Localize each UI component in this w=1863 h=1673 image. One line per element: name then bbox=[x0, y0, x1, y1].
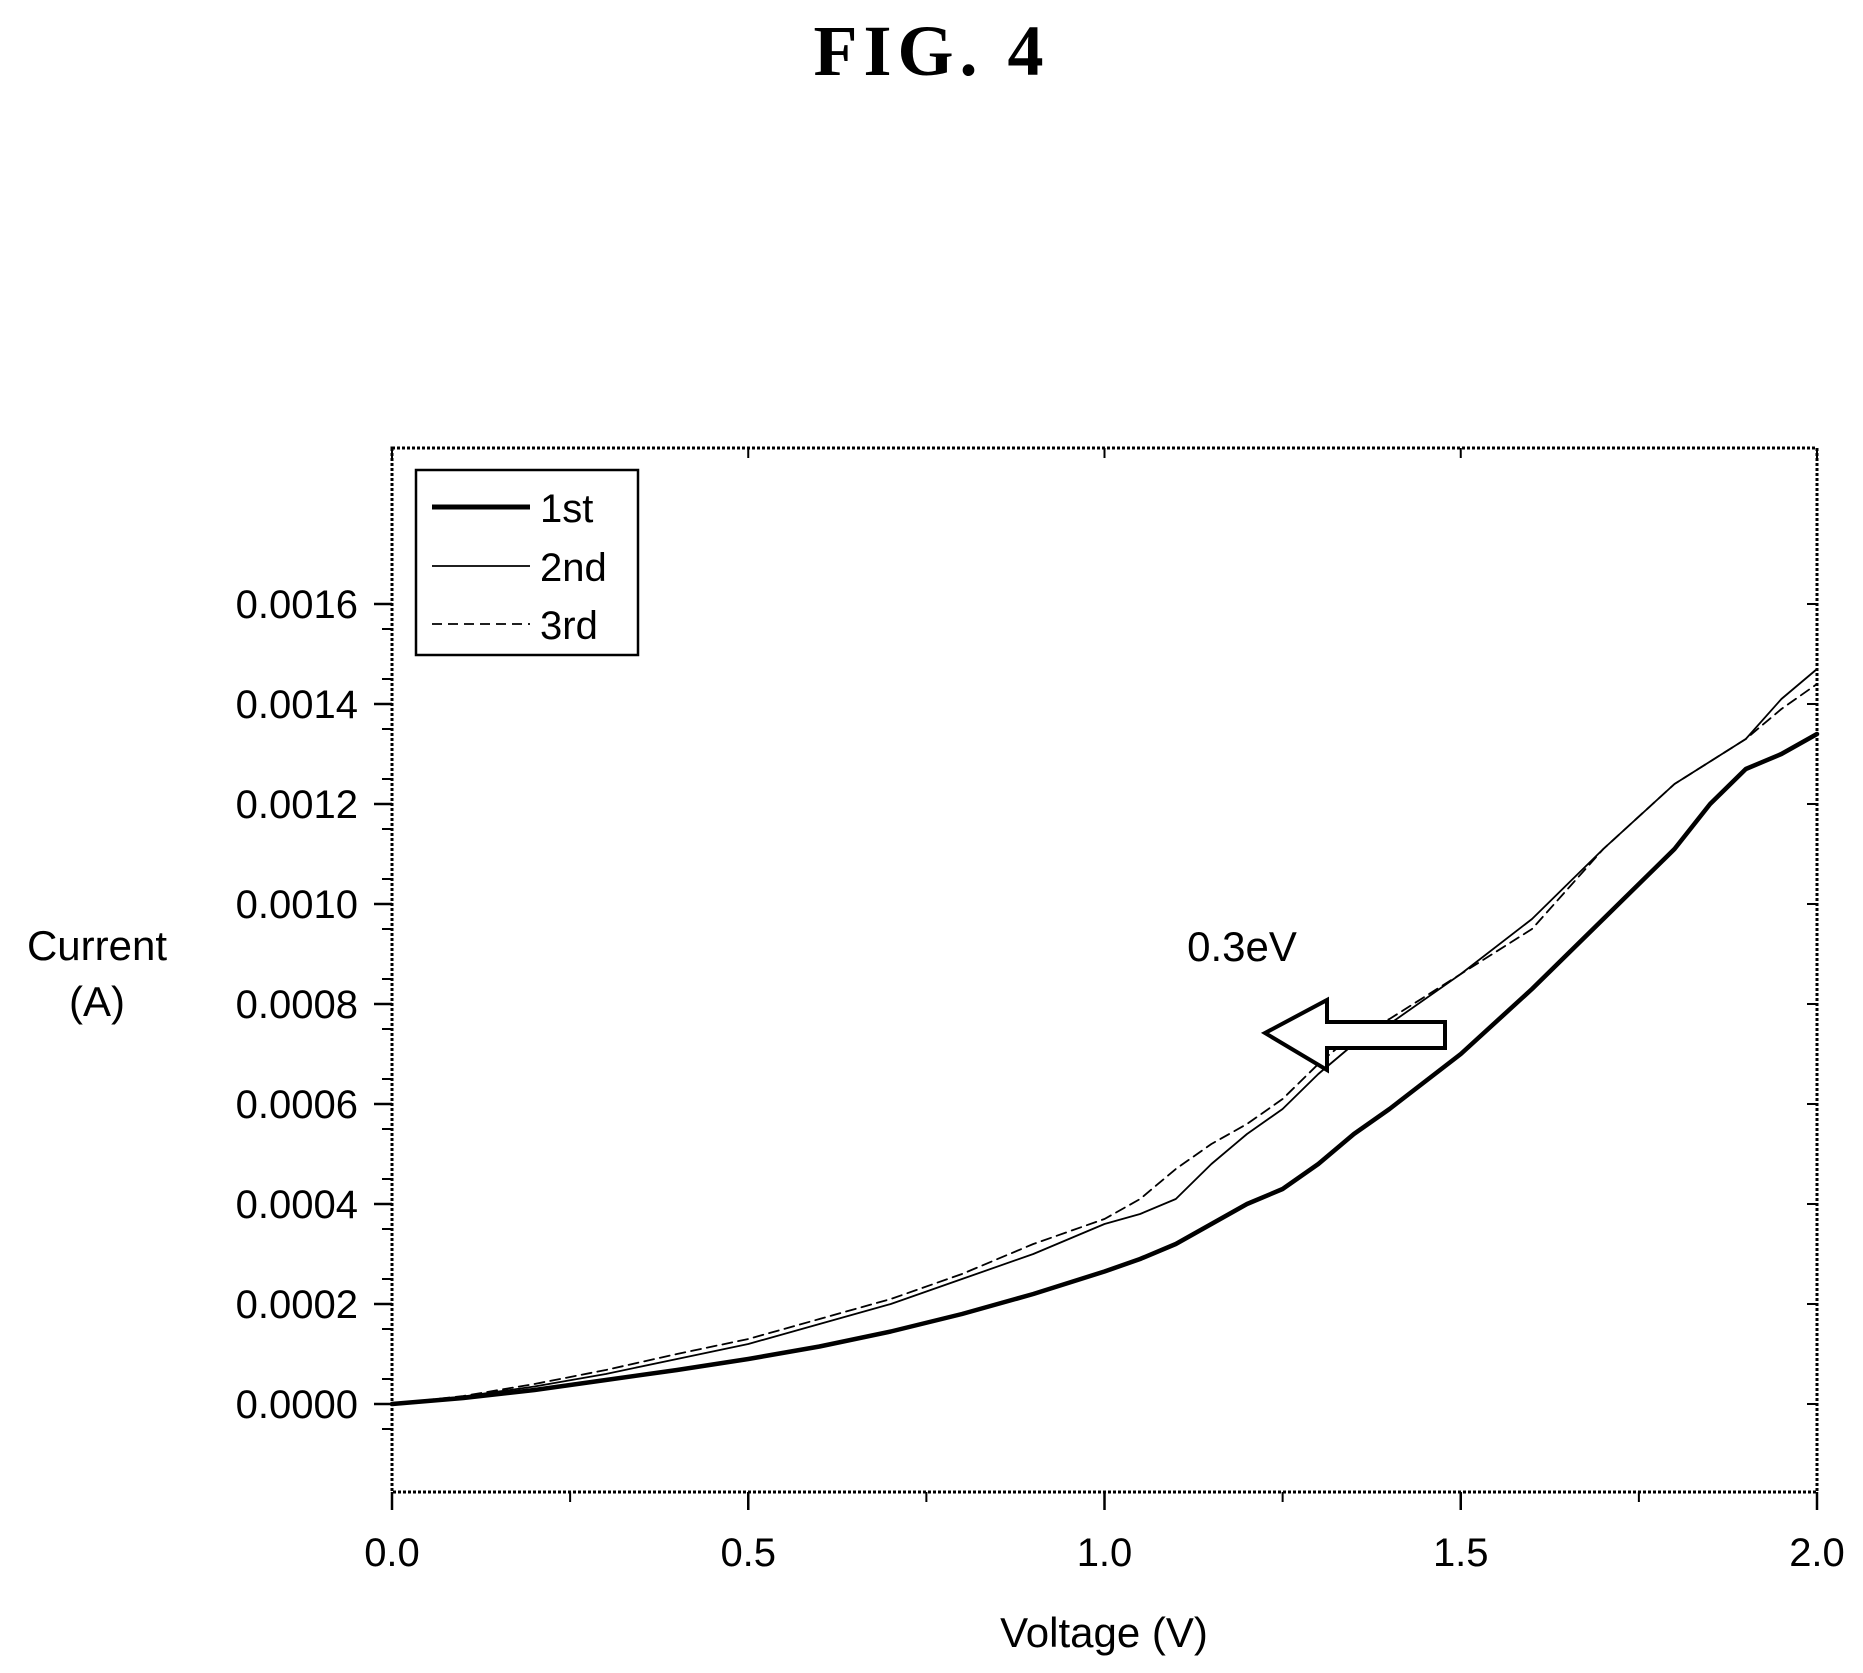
figure-label: FIG. 4 bbox=[813, 11, 1050, 91]
x-tick-labels: 0.0 0.5 1.0 1.5 2.0 bbox=[364, 1531, 1845, 1575]
y-tick-label: 0.0012 bbox=[236, 783, 358, 827]
x-tick-label: 2.0 bbox=[1789, 1531, 1845, 1575]
y-tick-labels: 0.0000 0.0002 0.0004 0.0006 0.0008 0.0010 0.00… bbox=[236, 583, 358, 1427]
legend-label-3rd: 3rd bbox=[540, 604, 598, 648]
series-line-1st bbox=[389, 731, 1820, 1407]
legend: 1st 2nd 3rd bbox=[414, 468, 640, 657]
x-tick-label: 0.5 bbox=[720, 1531, 776, 1575]
legend-label-2nd: 2nd bbox=[540, 546, 607, 590]
series-line-2nd bbox=[391, 668, 1818, 1405]
legend-label-1st: 1st bbox=[540, 487, 593, 531]
series-line-3rd bbox=[391, 683, 1818, 1405]
y-tick-label: 0.0004 bbox=[236, 1183, 358, 1227]
series-layer bbox=[389, 668, 1820, 1407]
x-tick-label: 1.0 bbox=[1077, 1531, 1133, 1575]
y-tick-label: 0.0014 bbox=[236, 683, 358, 727]
y-tick-label: 0.0000 bbox=[236, 1383, 358, 1427]
axis-ticks bbox=[374, 448, 1819, 1510]
x-axis-label: Voltage (V) bbox=[1000, 1609, 1208, 1656]
left-arrow-icon bbox=[1260, 996, 1447, 1074]
y-axis-label-line2: (A) bbox=[69, 978, 125, 1025]
annotation-text: 0.3eV bbox=[1187, 923, 1297, 970]
y-tick-label: 0.0002 bbox=[236, 1283, 358, 1327]
x-tick-label: 0.0 bbox=[364, 1531, 420, 1575]
y-tick-label: 0.0006 bbox=[236, 1083, 358, 1127]
y-tick-label: 0.0010 bbox=[236, 883, 358, 927]
y-axis-label-line1: Current bbox=[27, 922, 167, 969]
x-tick-label: 1.5 bbox=[1433, 1531, 1489, 1575]
y-tick-label: 0.0016 bbox=[236, 583, 358, 627]
y-tick-label: 0.0008 bbox=[236, 983, 358, 1027]
